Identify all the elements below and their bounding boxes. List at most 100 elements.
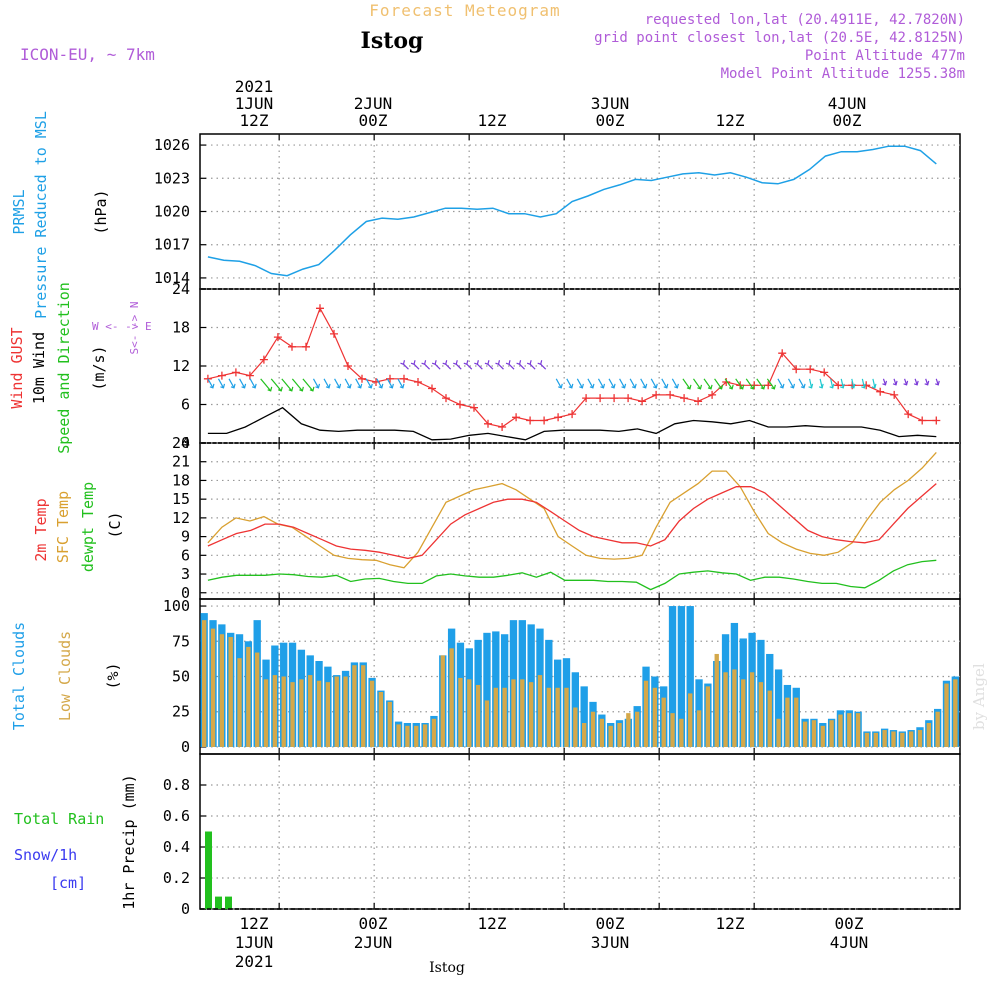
wind-arrow-head bbox=[368, 383, 373, 389]
gust-marker bbox=[456, 400, 464, 409]
low-cloud-bar bbox=[802, 721, 808, 747]
wind-arrow-head bbox=[251, 383, 257, 389]
wind-arrow bbox=[312, 378, 319, 389]
gust-marker bbox=[652, 390, 661, 399]
low-cloud-bar bbox=[829, 720, 834, 747]
low-cloud-bar bbox=[493, 687, 498, 747]
wind-arrow bbox=[365, 378, 372, 389]
low-cloud-bar bbox=[643, 680, 649, 747]
wind-arrow bbox=[671, 378, 678, 389]
y-tick-label: 0 bbox=[181, 434, 190, 452]
wind-arrow-head bbox=[346, 383, 352, 389]
gust-marker bbox=[442, 394, 450, 403]
gust-marker bbox=[876, 387, 885, 396]
y-tick-label: 1023 bbox=[154, 169, 190, 187]
gust-marker bbox=[203, 374, 212, 383]
station-title: Istog bbox=[361, 28, 424, 54]
low-cloud-bar bbox=[776, 718, 781, 747]
wind-arrow bbox=[640, 378, 647, 389]
wind-arrow bbox=[217, 378, 224, 389]
wind-arrow bbox=[249, 378, 256, 389]
bottom-time-axis: 12Z 1JUN 2021 00Z 2JUN 12Z 00Z 3JUN 12Z … bbox=[235, 914, 869, 976]
y-tick-label: 6 bbox=[181, 396, 190, 414]
low-cloud-bar bbox=[838, 714, 843, 747]
top-tick-label: 12Z bbox=[478, 111, 507, 130]
wind-arrow bbox=[766, 378, 775, 390]
y-tick-label: 50 bbox=[172, 668, 190, 686]
y-tick-label: 1020 bbox=[154, 203, 190, 221]
wind-arrow-head bbox=[431, 360, 437, 365]
low-cloud-bar bbox=[732, 669, 737, 747]
low-cloud-bar bbox=[935, 711, 940, 747]
wind-speed-line bbox=[207, 406, 937, 441]
gust-marker bbox=[680, 394, 689, 403]
wind-arrow-head bbox=[707, 384, 713, 390]
temp2m-label: 2m Temp bbox=[32, 498, 50, 561]
y-tick-label: 24 bbox=[172, 280, 190, 298]
wind-arrow bbox=[519, 363, 526, 370]
top-tick-label: 12Z bbox=[240, 111, 269, 130]
wind-labels: Wind GUST 10m Wind Speed and Direction (… bbox=[8, 282, 152, 454]
wind-arrow-head bbox=[309, 386, 315, 392]
low-cloud-bar bbox=[440, 655, 445, 747]
bottom-tick-label: 2JUN bbox=[354, 933, 393, 952]
gust-marker bbox=[358, 374, 366, 383]
wind-arrow-head bbox=[718, 384, 724, 390]
low-cloud-bar bbox=[502, 687, 507, 747]
low-cloud-bar bbox=[431, 718, 437, 747]
low-cloud-bar bbox=[422, 724, 428, 747]
low-cloud-bar bbox=[820, 725, 825, 747]
wind-arrow-head bbox=[800, 383, 806, 389]
wind-arrow bbox=[597, 378, 604, 389]
wind-arrow bbox=[735, 378, 744, 390]
gust-marker bbox=[610, 394, 619, 403]
panel-frames bbox=[199, 133, 961, 910]
wind-arrow bbox=[745, 378, 754, 390]
y-tick-label: 9 bbox=[181, 528, 190, 546]
wind-arrow-head bbox=[600, 383, 606, 389]
snow-unit-label: [cm] bbox=[50, 874, 86, 892]
wind-arrow-head bbox=[610, 383, 616, 389]
y-tick-label: 0 bbox=[181, 738, 190, 756]
total-cloud-bar bbox=[677, 606, 686, 747]
low-cloud-bar bbox=[855, 713, 861, 747]
wind-arrow-head bbox=[230, 383, 236, 389]
wind-arrow bbox=[619, 378, 626, 389]
requested-coords: requested lon,lat (20.4911E, 42.7820N) bbox=[645, 12, 965, 28]
total-cloud-bar bbox=[580, 686, 588, 747]
low-cloud-bar bbox=[794, 697, 799, 747]
gust-marker bbox=[596, 394, 605, 403]
y-tick-label: 1026 bbox=[154, 136, 190, 154]
wind-arrow bbox=[861, 378, 865, 388]
wind-arrow-head bbox=[463, 360, 469, 365]
wind-arrow bbox=[703, 378, 712, 390]
sfc-temp-label: SFC Temp bbox=[54, 491, 72, 563]
top-tick-label: 00Z bbox=[596, 111, 625, 130]
gust-marker bbox=[932, 416, 941, 425]
wind-arrow-head bbox=[325, 383, 331, 389]
low-cloud-bar bbox=[900, 732, 905, 747]
low-cloud-bar bbox=[679, 718, 684, 747]
wind-arrow bbox=[629, 378, 636, 389]
temp-panel bbox=[199, 442, 961, 600]
gust-marker bbox=[470, 403, 478, 412]
low-cloud-bar bbox=[219, 634, 225, 747]
gust-marker bbox=[400, 374, 408, 383]
gust-marker bbox=[344, 362, 352, 370]
low-cloud-bar bbox=[635, 711, 640, 747]
wind-arrow-head bbox=[537, 360, 543, 365]
wind-arrow-head bbox=[913, 380, 919, 386]
wind-arrow bbox=[455, 363, 462, 370]
y-tick-label: 12 bbox=[172, 357, 190, 375]
dewpt-label: dewpt Temp bbox=[79, 482, 97, 572]
wind-arrow bbox=[355, 378, 362, 389]
low-cloud-bar bbox=[723, 672, 728, 747]
wind-arrow bbox=[281, 378, 293, 392]
low-cloud-bar bbox=[617, 723, 622, 747]
compass-ew: W <- -> E bbox=[92, 320, 152, 333]
wind-arrow-head bbox=[400, 360, 406, 365]
y-tick-label: 0.8 bbox=[163, 776, 190, 794]
wind-arrow bbox=[403, 363, 409, 370]
low-cloud-bar bbox=[785, 697, 790, 747]
y-tick-label: 18 bbox=[172, 471, 190, 489]
